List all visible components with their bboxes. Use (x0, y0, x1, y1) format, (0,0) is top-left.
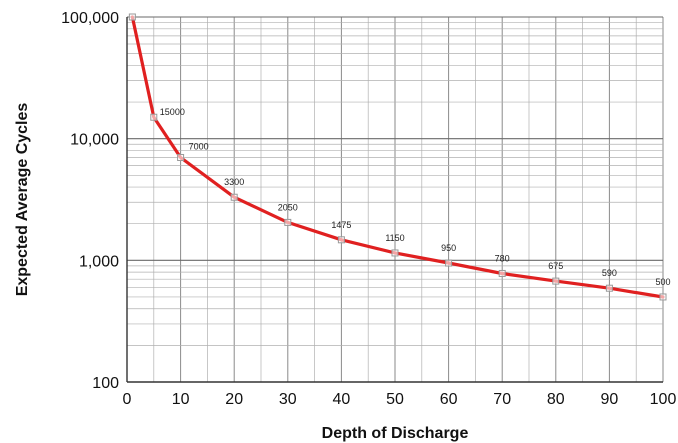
data-point (498, 269, 506, 277)
data-point (552, 277, 560, 285)
data-point (128, 13, 136, 21)
axes-layer: 0 10 20 30 40 50 60 70 80 90 100 100 1,000 10,000 100,… (61, 10, 676, 408)
data-label: 1150 (385, 233, 404, 243)
data-label: 3300 (224, 177, 244, 187)
data-point (605, 284, 613, 292)
x-tick-label: 50 (386, 391, 404, 408)
x-tick-label: 40 (333, 391, 351, 408)
grid-layer (126, 16, 664, 383)
data-point (230, 193, 238, 201)
data-point (445, 259, 453, 267)
x-tick-label: 90 (601, 391, 619, 408)
data-point (284, 218, 292, 226)
x-tick-label: 10 (172, 391, 190, 408)
data-label: 500 (655, 277, 670, 287)
data-point (391, 249, 399, 257)
x-axis-title: Depth of Discharge (322, 425, 469, 442)
x-tick-label: 60 (440, 391, 458, 408)
data-label: 590 (602, 268, 617, 278)
labels-layer: 15000 7000 3300 2050 1475 1150 950 780 675 590 500 (160, 107, 671, 287)
x-tick-label: 20 (225, 391, 243, 408)
x-tick-label: 100 (650, 391, 677, 408)
data-point (337, 236, 345, 244)
data-point (659, 293, 667, 301)
series-layer (128, 13, 667, 301)
x-tick-label: 70 (493, 391, 511, 408)
y-tick-label: 100 (92, 375, 119, 392)
data-label: 950 (441, 243, 456, 253)
x-tick-label: 0 (123, 391, 132, 408)
series-line (130, 15, 665, 299)
data-label: 2050 (278, 202, 298, 212)
x-tick-label: 80 (547, 391, 565, 408)
data-point (150, 113, 158, 121)
data-point (177, 154, 185, 162)
y-tick-label: 10,000 (70, 132, 119, 149)
y-tick-label: 1,000 (79, 253, 119, 270)
y-axis-title: Expected Average Cycles (14, 103, 31, 297)
data-label: 675 (548, 261, 563, 271)
x-tick-label: 30 (279, 391, 297, 408)
data-label: 7000 (189, 142, 209, 152)
y-tick-label: 100,000 (61, 10, 119, 27)
data-label: 1475 (331, 220, 351, 230)
data-label: 780 (495, 253, 510, 263)
data-label: 15000 (160, 107, 185, 117)
